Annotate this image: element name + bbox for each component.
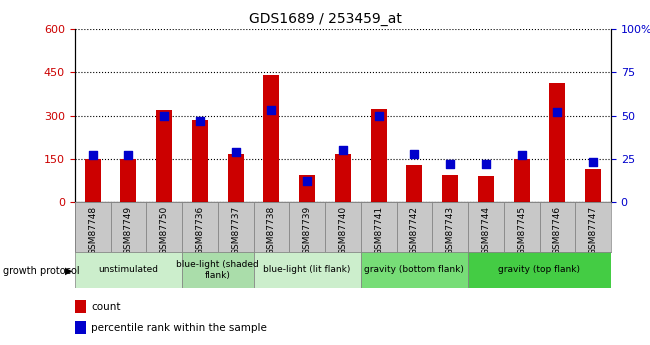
Text: GSM87744: GSM87744 xyxy=(482,206,490,255)
Text: GSM87748: GSM87748 xyxy=(88,206,97,255)
Text: GSM87738: GSM87738 xyxy=(267,206,276,255)
Point xyxy=(195,118,205,124)
Text: percentile rank within the sample: percentile rank within the sample xyxy=(91,323,267,333)
Text: GSM87742: GSM87742 xyxy=(410,206,419,255)
Point xyxy=(338,147,348,153)
Bar xyxy=(289,202,325,252)
Point xyxy=(373,113,384,118)
Text: blue-light (lit flank): blue-light (lit flank) xyxy=(263,265,351,275)
Point xyxy=(445,161,455,167)
Point xyxy=(516,152,526,158)
Text: GSM87743: GSM87743 xyxy=(446,206,454,255)
Bar xyxy=(75,202,110,252)
Text: GDS1689 / 253459_at: GDS1689 / 253459_at xyxy=(248,12,402,26)
Text: gravity (top flank): gravity (top flank) xyxy=(499,265,580,275)
Text: GSM87747: GSM87747 xyxy=(589,206,597,255)
Bar xyxy=(254,202,289,252)
Text: gravity (bottom flank): gravity (bottom flank) xyxy=(365,265,464,275)
Point xyxy=(302,178,312,184)
Text: GSM87749: GSM87749 xyxy=(124,206,133,255)
Bar xyxy=(478,176,494,202)
Bar xyxy=(84,159,101,202)
Text: unstimulated: unstimulated xyxy=(98,265,159,275)
Bar xyxy=(361,202,396,252)
Bar xyxy=(192,120,208,202)
Bar xyxy=(540,202,575,252)
Bar xyxy=(442,175,458,202)
Point xyxy=(552,109,563,115)
Text: count: count xyxy=(91,302,120,312)
Bar xyxy=(156,110,172,202)
Text: GSM87739: GSM87739 xyxy=(303,206,311,255)
Point xyxy=(266,108,277,113)
Bar xyxy=(468,202,504,252)
Text: GSM87736: GSM87736 xyxy=(196,206,204,255)
Bar xyxy=(263,75,280,202)
Point xyxy=(481,161,491,167)
Bar xyxy=(325,202,361,252)
Point xyxy=(87,152,98,158)
Point xyxy=(410,151,420,156)
Point xyxy=(588,159,598,165)
Text: ▶: ▶ xyxy=(65,266,73,276)
Bar xyxy=(514,159,530,202)
Bar xyxy=(75,252,182,288)
Text: blue-light (shaded
flank): blue-light (shaded flank) xyxy=(176,260,259,280)
Bar xyxy=(370,109,387,202)
Bar xyxy=(396,202,432,252)
Text: GSM87737: GSM87737 xyxy=(231,206,240,255)
Text: GSM87746: GSM87746 xyxy=(553,206,562,255)
Bar xyxy=(468,252,611,288)
Bar xyxy=(549,82,566,202)
Bar xyxy=(575,202,611,252)
Text: GSM87740: GSM87740 xyxy=(339,206,347,255)
Bar xyxy=(361,252,468,288)
Bar xyxy=(227,154,244,202)
Bar xyxy=(406,165,422,202)
Bar xyxy=(254,252,361,288)
Bar xyxy=(146,202,182,252)
Bar xyxy=(182,252,254,288)
Bar xyxy=(335,154,351,202)
Point xyxy=(159,113,169,118)
Bar xyxy=(299,175,315,202)
Text: GSM87745: GSM87745 xyxy=(517,206,526,255)
Point xyxy=(124,152,134,158)
Text: GSM87750: GSM87750 xyxy=(160,206,168,255)
Bar xyxy=(585,169,601,202)
Bar xyxy=(182,202,218,252)
Point xyxy=(230,149,240,155)
Text: GSM87741: GSM87741 xyxy=(374,206,383,255)
Text: growth protocol: growth protocol xyxy=(3,266,80,276)
Bar xyxy=(218,202,254,252)
Bar xyxy=(120,159,136,202)
Bar xyxy=(504,202,540,252)
Bar xyxy=(432,202,468,252)
Bar xyxy=(111,202,146,252)
